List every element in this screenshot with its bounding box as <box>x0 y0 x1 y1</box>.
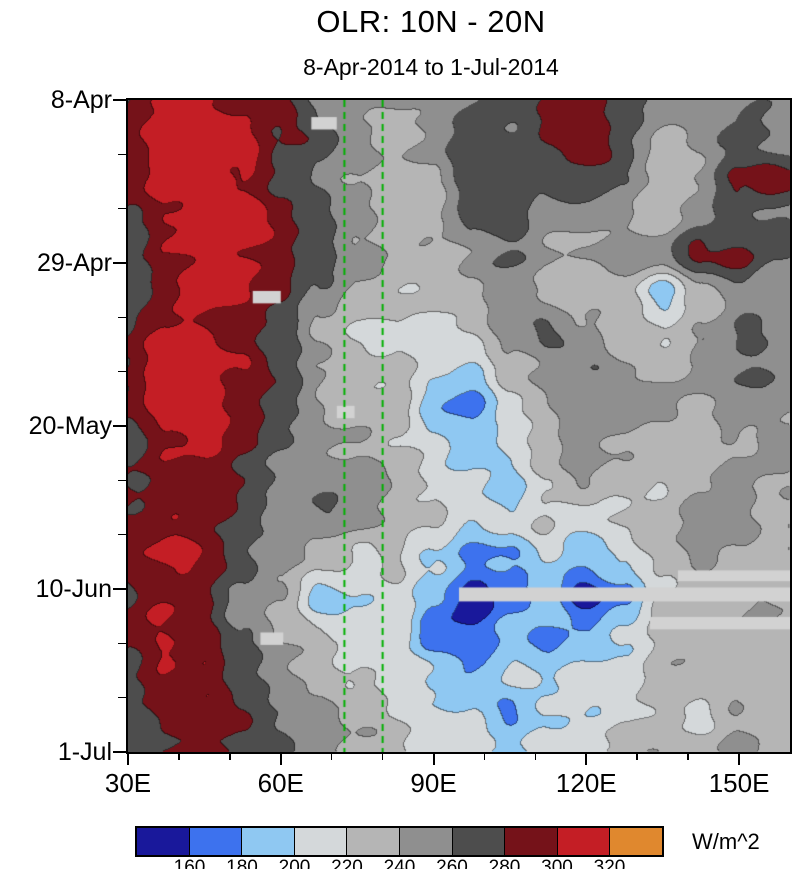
x-minor-tick <box>229 752 231 760</box>
y-minor-tick <box>118 642 126 645</box>
x-minor-tick <box>330 752 333 760</box>
x-tick-label: 120E <box>555 768 617 798</box>
x-minor-tick <box>483 752 486 760</box>
colorbar-segment <box>294 828 348 855</box>
x-minor-tick <box>178 752 180 760</box>
x-minor-tick <box>636 752 638 760</box>
colorbar-tick-label: 280 <box>488 857 521 869</box>
y-major-tick <box>113 425 126 427</box>
chart-title: OLR: 10N - 20N <box>316 4 546 39</box>
colorbar-segment <box>557 828 611 855</box>
y-minor-tick <box>118 479 126 482</box>
colorbar-segment <box>399 828 453 855</box>
colorbar-units-label: W/m^2 <box>692 829 760 854</box>
x-major-tick <box>127 752 129 765</box>
colorbar-segment <box>505 828 558 855</box>
y-minor-tick <box>118 533 126 536</box>
x-major-tick <box>432 752 435 765</box>
x-minor-tick <box>381 752 384 760</box>
y-major-tick <box>113 751 126 753</box>
y-tick-label: 29-Apr <box>36 249 112 277</box>
colorbar-tick-label: 180 <box>226 857 258 869</box>
x-tick-label: 150E <box>708 768 770 798</box>
y-major-tick <box>113 262 126 264</box>
colorbar-tick-label: 220 <box>331 857 363 869</box>
x-minor-tick <box>687 752 689 760</box>
x-tick-label: 90E <box>410 768 457 798</box>
colorbar-segment <box>452 828 506 855</box>
x-minor-tick <box>534 752 537 760</box>
colorbar-tick-label: 300 <box>541 857 573 869</box>
colorbar-segment <box>610 828 662 855</box>
x-major-tick <box>585 752 588 765</box>
colorbar-tick-label: 240 <box>383 857 416 869</box>
colorbar-segment <box>242 828 295 855</box>
y-major-tick <box>113 99 126 101</box>
x-major-tick <box>279 752 282 765</box>
y-minor-tick <box>118 316 126 319</box>
y-tick-label: 8-Apr <box>50 86 112 114</box>
colorbar-tick-label: 260 <box>436 857 468 869</box>
y-tick-label: 10-Jun <box>35 575 112 603</box>
heatmap-canvas <box>128 100 790 752</box>
colorbar-tick-label: 320 <box>593 857 626 869</box>
x-tick-label: 60E <box>257 768 304 798</box>
y-major-tick <box>113 588 126 590</box>
y-minor-tick <box>118 153 126 156</box>
colorbar-segment <box>347 828 400 855</box>
y-minor-tick <box>118 207 126 210</box>
y-minor-tick <box>118 696 126 699</box>
y-minor-tick <box>118 370 126 373</box>
y-tick-label: 20-May <box>28 412 112 440</box>
colorbar-segment <box>189 828 243 855</box>
colorbar <box>135 826 664 857</box>
colorbar-tick-label: 160 <box>173 857 206 869</box>
colorbar-segment <box>137 828 190 855</box>
y-tick-label: 1-Jul <box>57 738 112 766</box>
x-major-tick <box>738 752 741 765</box>
colorbar-tick-label: 200 <box>278 857 311 869</box>
plot-area <box>126 98 792 754</box>
chart-subtitle: 8-Apr-2014 to 1-Jul-2014 <box>303 54 559 80</box>
x-tick-label: 30E <box>104 768 152 798</box>
